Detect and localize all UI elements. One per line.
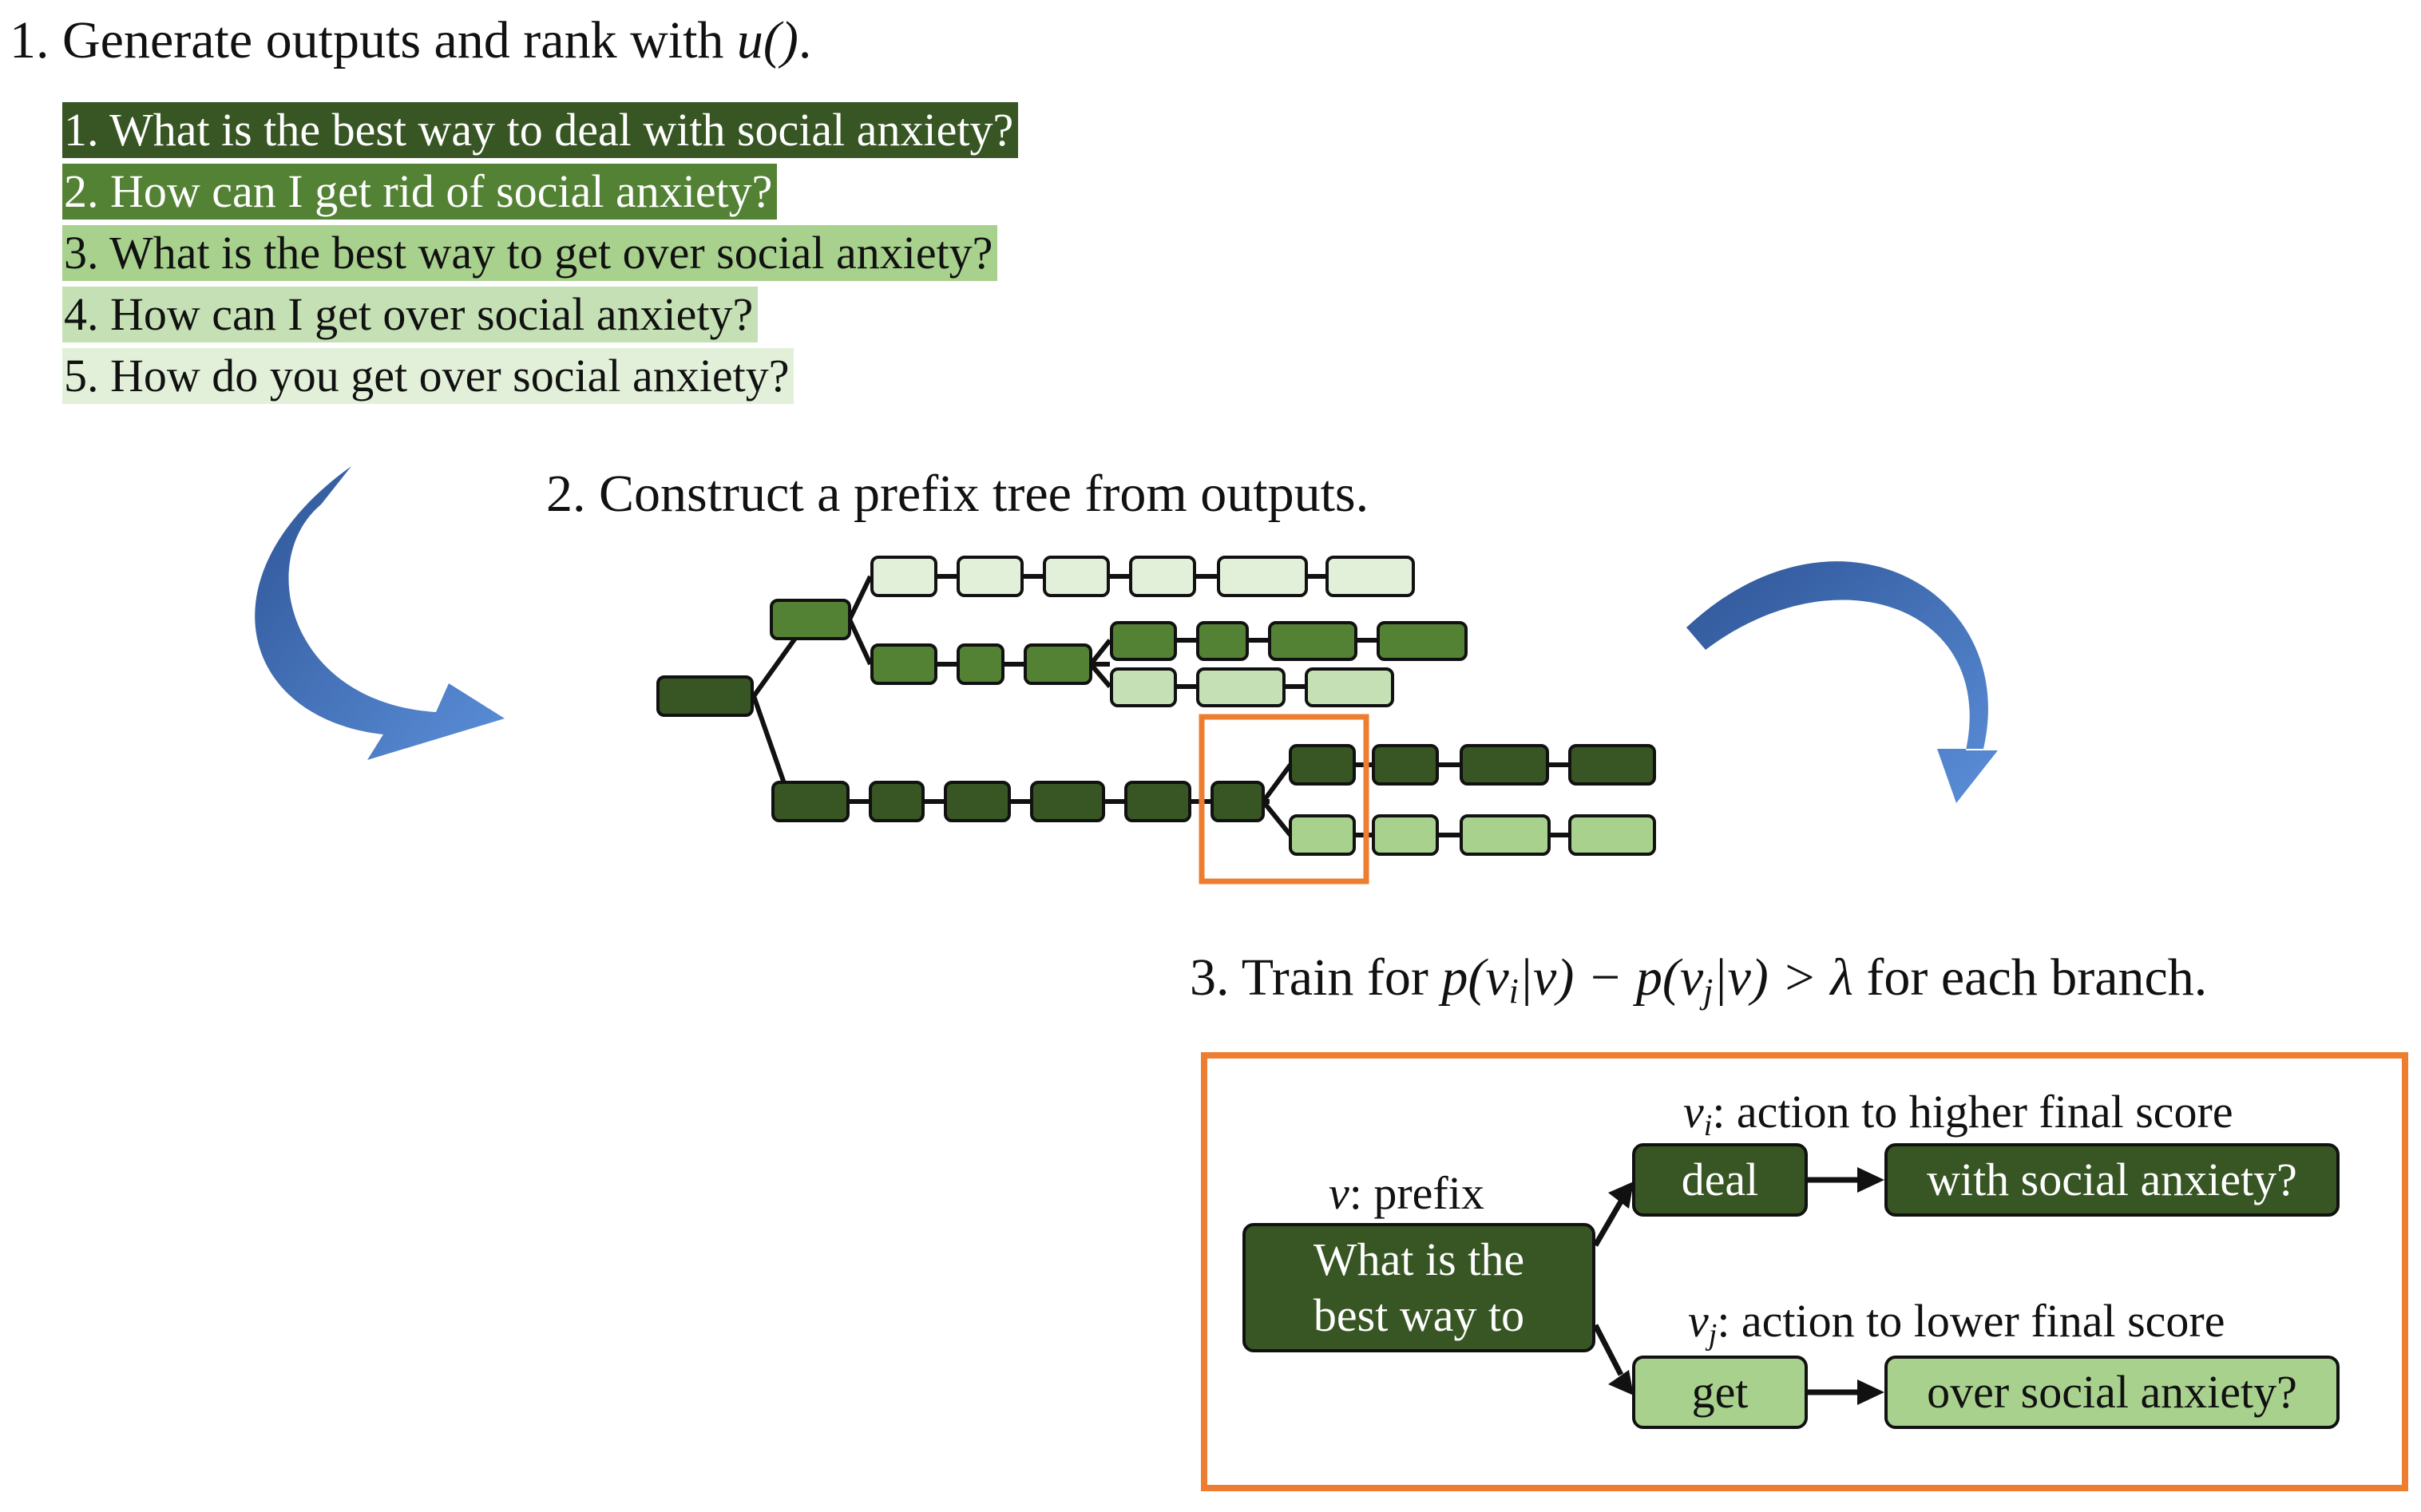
- tree-node: [1568, 744, 1656, 786]
- tree-node: [1110, 621, 1177, 661]
- step3-heading-suffix: for each branch.: [1852, 948, 2208, 1007]
- tree-node: [1129, 556, 1196, 597]
- tree-node: [770, 599, 851, 640]
- formula-part: |v) − p(v: [1518, 948, 1704, 1007]
- ranked-output-3: 3. What is the best way to get over soci…: [62, 225, 998, 281]
- ranked-output-5: 5. How do you get over social anxiety?: [62, 348, 794, 404]
- step3-heading-text: 3. Train for: [1190, 948, 1442, 1007]
- step1-heading-period: .: [798, 11, 812, 69]
- tree-node: [1372, 744, 1439, 786]
- vj-label: vj: action to lower final score: [1688, 1295, 2225, 1352]
- tree-node: [1196, 621, 1249, 661]
- tree-node: [1043, 556, 1110, 597]
- tree-node: [1210, 781, 1265, 822]
- detail-arrowheads: [1608, 1167, 1884, 1405]
- step1-heading-text: 1. Generate outputs and rank with: [10, 11, 737, 69]
- ranked-output-4: 4. How can I get over social anxiety?: [62, 287, 759, 342]
- tree-node: [1110, 667, 1177, 707]
- detail-panel-border: [1201, 1052, 2408, 1491]
- tree-node: [1377, 621, 1468, 661]
- vi-var: v: [1683, 1086, 1704, 1138]
- detail-arrows: [1592, 1177, 1860, 1395]
- prefix-var: v: [1329, 1167, 1349, 1219]
- tree-node: [1196, 667, 1286, 707]
- tree-node: [869, 781, 925, 822]
- tree-node: [1124, 781, 1191, 822]
- step2-heading: 2. Construct a prefix tree from outputs.: [546, 468, 1369, 520]
- tree-node: [1289, 744, 1356, 786]
- tree-node: [1268, 621, 1357, 661]
- tree-node: [1460, 744, 1549, 786]
- curved-arrow-right-icon: [1686, 561, 1998, 803]
- prefix-node: What is the best way to: [1242, 1223, 1595, 1352]
- tree-node: [870, 556, 937, 597]
- formula-sub-j: j: [1703, 972, 1714, 1011]
- low-action-node: get: [1632, 1356, 1808, 1429]
- tree-node: [944, 781, 1011, 822]
- prefix-label: v: prefix: [1329, 1170, 1484, 1217]
- ranked-output-2: 2. How can I get rid of social anxiety?: [62, 164, 778, 220]
- branch-highlight-box: [1199, 714, 1369, 885]
- tree-node: [957, 556, 1024, 597]
- step1-heading: 1. Generate outputs and rank with u().: [10, 14, 811, 67]
- step2-heading-text: 2. Construct a prefix tree from outputs.: [546, 465, 1369, 523]
- ranked-output-1: 1. What is the best way to deal with soc…: [62, 102, 1019, 158]
- vi-label: vi: action to higher final score: [1683, 1086, 2233, 1142]
- vi-sub: i: [1703, 1109, 1713, 1142]
- vj-sub: j: [1708, 1318, 1718, 1352]
- high-action-node: deal: [1632, 1143, 1808, 1217]
- prefix-label-text: : prefix: [1349, 1167, 1484, 1219]
- tree-node: [1460, 814, 1551, 856]
- tree-node: [1030, 781, 1105, 822]
- tree-node: [957, 643, 1004, 685]
- formula-part: |v) > λ: [1713, 948, 1853, 1007]
- tree-node: [1024, 643, 1092, 685]
- step3-heading: 3. Train for p(vi|v) − p(vj|v) > λ for e…: [1190, 952, 2207, 1009]
- tree-node: [1305, 667, 1394, 707]
- tree-node: [870, 643, 937, 685]
- prefix-tree-nodes: [656, 556, 1656, 856]
- tree-node: [1372, 814, 1439, 856]
- curved-arrow-left-icon: [255, 466, 505, 760]
- vi-label-text: : action to higher final score: [1712, 1086, 2233, 1138]
- tree-node: [1289, 814, 1356, 856]
- tree-node-root: [656, 675, 754, 717]
- tree-node: [1217, 556, 1308, 597]
- utility-function: u(): [736, 11, 798, 69]
- vj-var: v: [1688, 1295, 1709, 1347]
- tree-node: [1325, 556, 1415, 597]
- low-continuation-node: over social anxiety?: [1884, 1356, 2340, 1429]
- formula-sub-i: i: [1508, 972, 1519, 1011]
- tree-node: [1568, 814, 1656, 856]
- formula-part: p(v: [1441, 948, 1509, 1007]
- high-continuation-node: with social anxiety?: [1884, 1143, 2340, 1217]
- vj-label-text: : action to lower final score: [1717, 1295, 2225, 1347]
- tree-node: [771, 781, 850, 822]
